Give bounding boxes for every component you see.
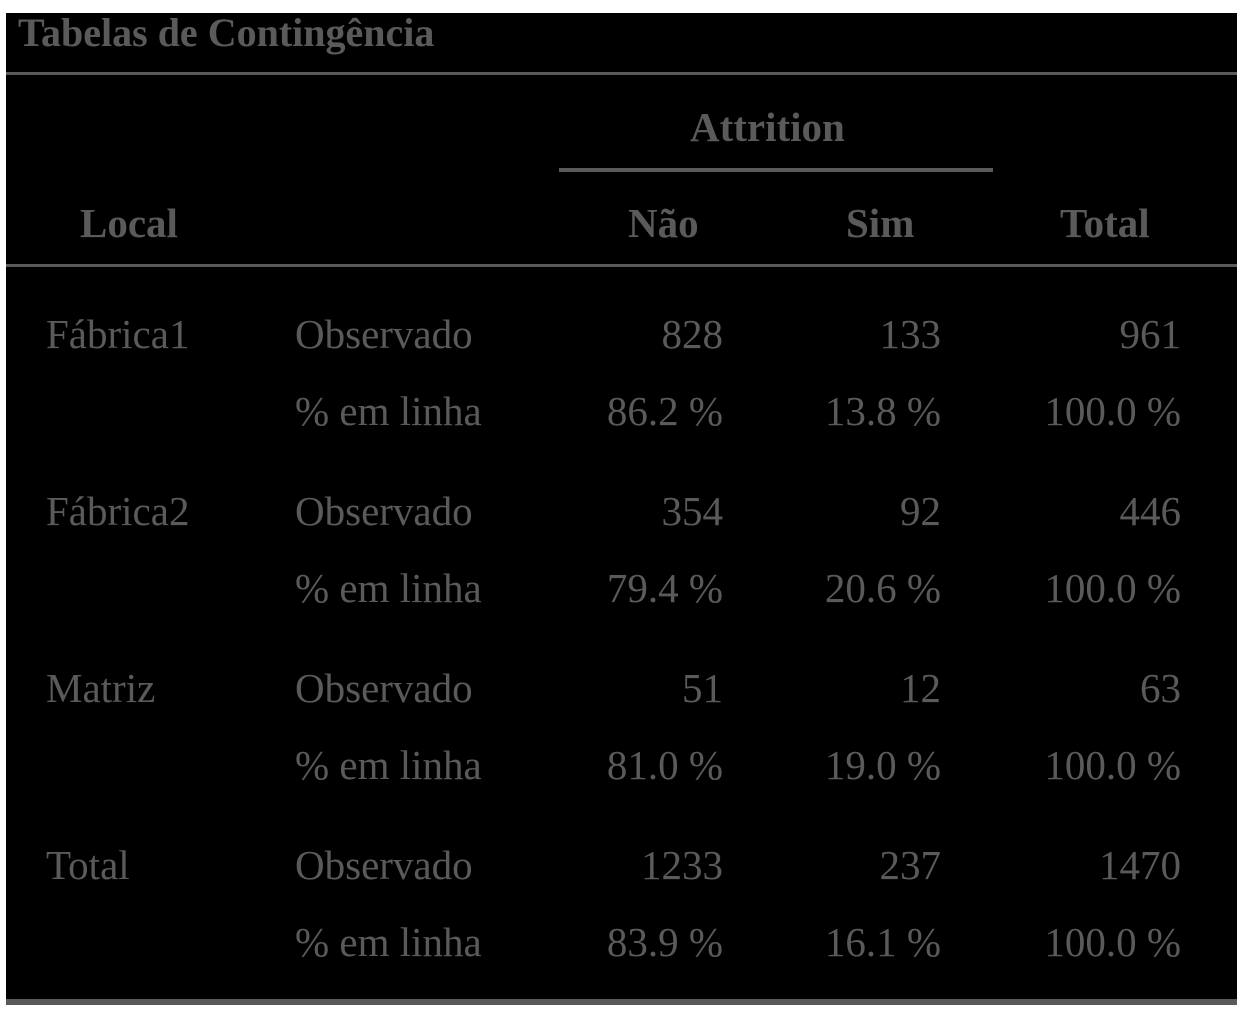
contingency-table-panel: Tabelas de Contingência Attrition Local … <box>6 10 1237 1005</box>
cell-percent-sim: 13.8 % <box>824 388 941 434</box>
cell-percent-nao: 79.4 % <box>606 565 723 611</box>
cell-percent-total: 100.0 % <box>1044 388 1181 434</box>
cell-percent-sim: 20.6 % <box>824 565 941 611</box>
cell-percent-sim: 19.0 % <box>824 742 941 788</box>
row-local-label: Fábrica1 <box>46 311 190 357</box>
cell-observed-sim: 12 <box>900 665 941 711</box>
row-observed-label: Observado <box>295 842 473 888</box>
group-header-rule <box>559 168 993 172</box>
cell-observed-total: 1470 <box>1099 842 1181 888</box>
cell-observed-nao: 354 <box>661 488 724 534</box>
cell-observed-sim: 92 <box>900 488 941 534</box>
row-percent-label: % em linha <box>295 565 482 611</box>
col-header-local: Local <box>80 200 178 246</box>
row-observed-label: Observado <box>295 311 473 357</box>
cell-percent-nao: 83.9 % <box>606 919 723 965</box>
cell-percent-total: 100.0 % <box>1044 742 1181 788</box>
cell-observed-nao: 1233 <box>641 842 723 888</box>
col-header-nao: Não <box>628 200 699 246</box>
row-percent-label: % em linha <box>295 742 482 788</box>
cell-observed-sim: 237 <box>879 842 942 888</box>
row-local-label: Matriz <box>46 665 156 711</box>
cell-percent-nao: 81.0 % <box>606 742 723 788</box>
top-rule <box>6 72 1237 75</box>
cell-observed-total: 961 <box>1119 311 1182 357</box>
row-percent-label: % em linha <box>295 388 482 434</box>
col-header-total: Total <box>1060 200 1150 246</box>
cell-percent-sim: 16.1 % <box>824 919 941 965</box>
cell-percent-total: 100.0 % <box>1044 565 1181 611</box>
row-percent-label: % em linha <box>295 919 482 965</box>
cell-observed-total: 446 <box>1119 488 1182 534</box>
cell-observed-nao: 51 <box>682 665 723 711</box>
header-rule <box>6 264 1237 267</box>
row-local-label: Total <box>46 842 130 888</box>
row-local-label: Fábrica2 <box>46 488 190 534</box>
row-observed-label: Observado <box>295 488 473 534</box>
group-header-attrition: Attrition <box>690 104 845 150</box>
bottom-rule <box>6 999 1237 1005</box>
row-observed-label: Observado <box>295 665 473 711</box>
cell-observed-sim: 133 <box>879 311 942 357</box>
col-header-sim: Sim <box>846 200 915 246</box>
cell-observed-total: 63 <box>1140 665 1181 711</box>
table-title: Tabelas de Contingência <box>18 10 435 55</box>
cell-percent-total: 100.0 % <box>1044 919 1181 965</box>
cell-percent-nao: 86.2 % <box>606 388 723 434</box>
cell-observed-nao: 828 <box>661 311 724 357</box>
